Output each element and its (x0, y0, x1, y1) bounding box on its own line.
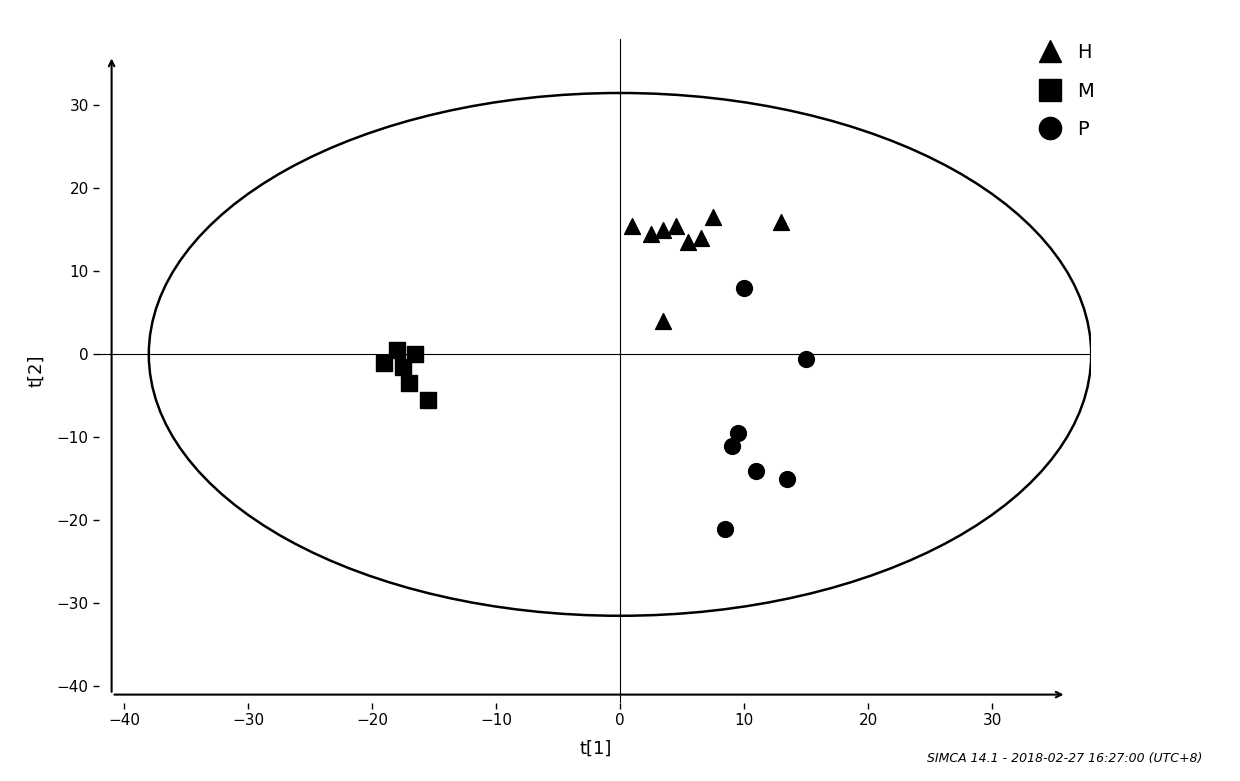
Point (622, 219, 642, 232)
Point (653, 223, 673, 236)
Point (728, 427, 748, 440)
Text: SIMCA 14.1 - 2018-02-27 16:27:00 (UTC+8): SIMCA 14.1 - 2018-02-27 16:27:00 (UTC+8) (928, 752, 1203, 765)
Y-axis label: t[2]: t[2] (27, 355, 46, 387)
Point (691, 232, 711, 244)
Point (703, 211, 723, 223)
Point (666, 219, 686, 232)
Point (641, 228, 661, 241)
Point (734, 282, 754, 294)
Point (374, 356, 394, 369)
Point (387, 344, 407, 356)
Point (746, 464, 766, 476)
Point (715, 522, 735, 535)
Point (722, 440, 742, 452)
Point (393, 361, 413, 373)
Point (678, 236, 698, 248)
Point (418, 394, 438, 406)
Point (653, 315, 673, 327)
Point (399, 377, 419, 390)
Point (405, 348, 425, 361)
X-axis label: t[1]: t[1] (579, 740, 611, 758)
Point (777, 473, 797, 485)
Legend: H, M, P: H, M, P (1022, 35, 1101, 147)
Point (796, 352, 816, 365)
Point (771, 216, 791, 228)
